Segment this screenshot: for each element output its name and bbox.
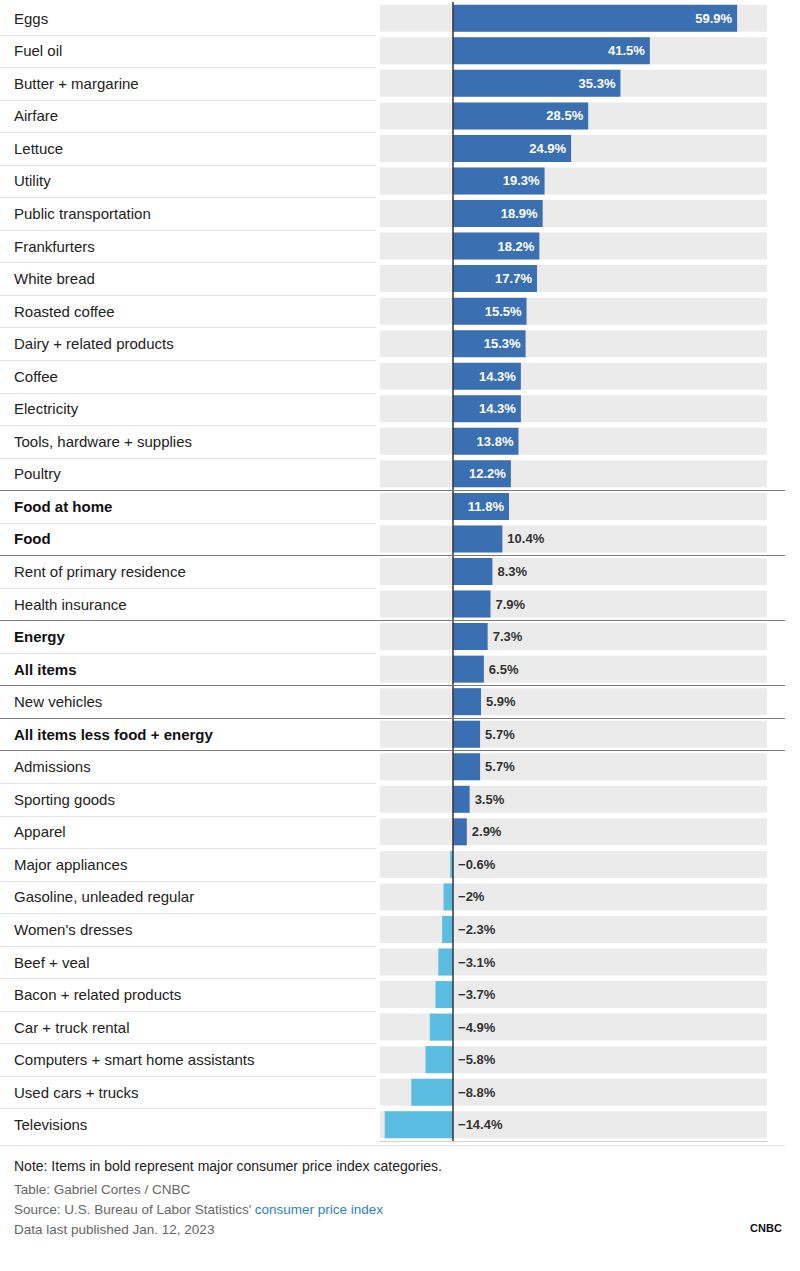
- svg-text:Frankfurters: Frankfurters: [14, 238, 95, 255]
- svg-text:Beef + veal: Beef + veal: [14, 954, 89, 971]
- svg-text:15.5%: 15.5%: [485, 304, 522, 319]
- svg-text:Energy: Energy: [14, 628, 66, 645]
- svg-text:Rent of primary residence: Rent of primary residence: [14, 563, 186, 580]
- svg-text:All items less food + energy: All items less food + energy: [14, 726, 213, 743]
- svg-text:35.3%: 35.3%: [579, 76, 616, 91]
- svg-text:11.8%: 11.8%: [468, 499, 505, 514]
- svg-text:White bread: White bread: [14, 270, 95, 287]
- svg-text:Eggs: Eggs: [14, 10, 48, 27]
- svg-text:18.2%: 18.2%: [497, 239, 534, 254]
- svg-text:Butter + margarine: Butter + margarine: [14, 75, 139, 92]
- svg-text:Food at home: Food at home: [14, 498, 112, 515]
- svg-text:Computers + smart home assista: Computers + smart home assistants: [14, 1051, 255, 1068]
- svg-text:All items: All items: [14, 661, 77, 678]
- svg-text:14.3%: 14.3%: [479, 369, 516, 384]
- svg-text:10.4%: 10.4%: [507, 531, 544, 546]
- svg-text:Table: Gabriel Cortes / CNBC: Table: Gabriel Cortes / CNBC: [14, 1182, 191, 1197]
- svg-text:−5.8%: −5.8%: [458, 1052, 496, 1067]
- svg-text:Car + truck rental: Car + truck rental: [14, 1019, 129, 1036]
- svg-text:−2%: −2%: [458, 889, 485, 904]
- svg-text:−14.4%: −14.4%: [458, 1117, 503, 1132]
- svg-text:13.8%: 13.8%: [477, 434, 514, 449]
- svg-text:Dairy + related products: Dairy + related products: [14, 335, 174, 352]
- svg-text:7.3%: 7.3%: [493, 629, 523, 644]
- svg-text:−2.3%: −2.3%: [458, 922, 496, 937]
- svg-text:CNBC: CNBC: [750, 1222, 782, 1234]
- svg-text:Admissions: Admissions: [14, 758, 91, 775]
- svg-text:Airfare: Airfare: [14, 107, 58, 124]
- svg-text:59.9%: 59.9%: [695, 11, 732, 26]
- svg-text:2.9%: 2.9%: [472, 824, 502, 839]
- svg-text:−4.9%: −4.9%: [458, 1020, 496, 1035]
- svg-text:3.5%: 3.5%: [475, 792, 505, 807]
- svg-text:Tools, hardware + supplies: Tools, hardware + supplies: [14, 433, 192, 450]
- svg-text:Roasted coffee: Roasted coffee: [14, 303, 115, 320]
- svg-text:8.3%: 8.3%: [497, 564, 527, 579]
- svg-text:5.7%: 5.7%: [485, 759, 515, 774]
- svg-text:5.9%: 5.9%: [486, 694, 516, 709]
- svg-text:−0.6%: −0.6%: [458, 857, 496, 872]
- svg-text:28.5%: 28.5%: [546, 108, 583, 123]
- svg-text:Gasoline, unleaded regular: Gasoline, unleaded regular: [14, 888, 194, 905]
- svg-text:Utility: Utility: [14, 172, 51, 189]
- svg-text:Note: Items in bold represent: Note: Items in bold represent major cons…: [14, 1158, 442, 1174]
- svg-text:Bacon + related products: Bacon + related products: [14, 986, 181, 1003]
- svg-text:Health insurance: Health insurance: [14, 596, 127, 613]
- svg-text:5.7%: 5.7%: [485, 727, 515, 742]
- svg-text:24.9%: 24.9%: [529, 141, 566, 156]
- svg-text:Poultry: Poultry: [14, 465, 61, 482]
- svg-text:Sporting goods: Sporting goods: [14, 791, 115, 808]
- svg-text:consumer price index: consumer price index: [255, 1202, 384, 1217]
- svg-text:Major appliances: Major appliances: [14, 856, 127, 873]
- svg-text:Lettuce: Lettuce: [14, 140, 63, 157]
- svg-text:−8.8%: −8.8%: [458, 1085, 496, 1100]
- svg-text:41.5%: 41.5%: [608, 43, 645, 58]
- svg-text:6.5%: 6.5%: [489, 662, 519, 677]
- svg-text:18.9%: 18.9%: [501, 206, 538, 221]
- svg-text:7.9%: 7.9%: [496, 597, 526, 612]
- svg-text:Source: U.S. Bureau of Labor S: Source: U.S. Bureau of Labor Statistics': [14, 1202, 251, 1217]
- svg-text:19.3%: 19.3%: [503, 173, 540, 188]
- svg-text:15.3%: 15.3%: [484, 336, 521, 351]
- svg-text:Coffee: Coffee: [14, 368, 58, 385]
- svg-text:Used cars + trucks: Used cars + trucks: [14, 1084, 139, 1101]
- svg-text:Electricity: Electricity: [14, 400, 79, 417]
- svg-text:Fuel oil: Fuel oil: [14, 42, 62, 59]
- svg-text:12.2%: 12.2%: [469, 466, 506, 481]
- svg-text:Televisions: Televisions: [14, 1116, 87, 1133]
- svg-text:−3.7%: −3.7%: [458, 987, 496, 1002]
- svg-text:17.7%: 17.7%: [495, 271, 532, 286]
- svg-text:Women's dresses: Women's dresses: [14, 921, 132, 938]
- svg-text:Food: Food: [14, 530, 51, 547]
- svg-text:Data last published Jan. 12, 2: Data last published Jan. 12, 2023: [14, 1222, 214, 1237]
- svg-text:Public transportation: Public transportation: [14, 205, 151, 222]
- svg-text:New vehicles: New vehicles: [14, 693, 102, 710]
- svg-text:Apparel: Apparel: [14, 823, 66, 840]
- svg-text:14.3%: 14.3%: [479, 401, 516, 416]
- svg-text:−3.1%: −3.1%: [458, 955, 496, 970]
